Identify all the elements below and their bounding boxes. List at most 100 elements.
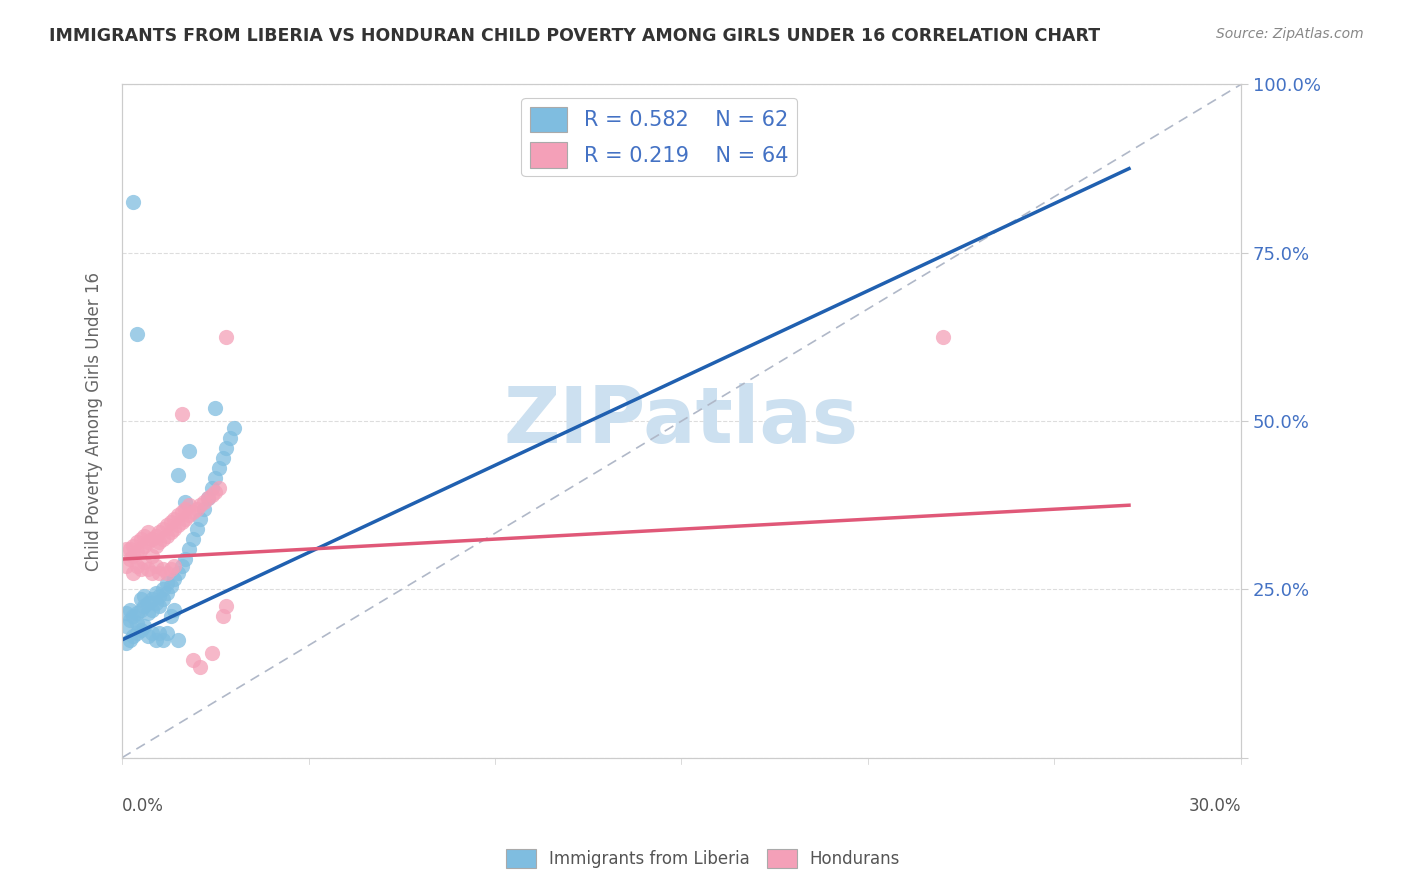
Point: [145, 539, 167, 553]
Point: [152, 582, 174, 597]
Point: [129, 562, 152, 576]
Point: [174, 495, 197, 509]
Point: [114, 619, 136, 633]
Point: [193, 501, 215, 516]
Point: [159, 579, 181, 593]
Point: [148, 535, 170, 549]
Point: [148, 566, 170, 580]
Point: [134, 589, 156, 603]
Point: [186, 522, 208, 536]
Point: [190, 660, 212, 674]
Point: [190, 511, 212, 525]
Point: [118, 613, 141, 627]
Point: [136, 630, 159, 644]
Point: [170, 407, 193, 421]
Point: [136, 525, 159, 540]
Point: [179, 498, 201, 512]
Point: [159, 515, 181, 529]
Point: [215, 599, 238, 614]
Point: [167, 632, 190, 647]
Point: [163, 522, 186, 536]
Point: [134, 599, 156, 614]
Y-axis label: Child Poverty Among Girls Under 16: Child Poverty Among Girls Under 16: [86, 271, 103, 571]
Point: [200, 488, 222, 502]
Point: [156, 575, 179, 590]
Legend: R = 0.582    N = 62, R = 0.219    N = 64: R = 0.582 N = 62, R = 0.219 N = 64: [522, 98, 797, 176]
Point: [179, 508, 201, 523]
Point: [122, 609, 145, 624]
Point: [204, 484, 226, 499]
Point: [134, 556, 156, 570]
Point: [190, 498, 212, 512]
Point: [174, 501, 197, 516]
Point: [129, 592, 152, 607]
Point: [118, 552, 141, 566]
Point: [129, 541, 152, 556]
Point: [159, 562, 181, 576]
Point: [208, 482, 231, 496]
Point: [204, 471, 226, 485]
Point: [114, 606, 136, 620]
Point: [167, 508, 190, 523]
Point: [152, 522, 174, 536]
Text: 0.0%: 0.0%: [122, 797, 165, 814]
Point: [129, 602, 152, 616]
Point: [152, 592, 174, 607]
Point: [114, 541, 136, 556]
Text: IMMIGRANTS FROM LIBERIA VS HONDURAN CHILD POVERTY AMONG GIRLS UNDER 16 CORRELATI: IMMIGRANTS FROM LIBERIA VS HONDURAN CHIL…: [49, 27, 1101, 45]
Point: [211, 451, 233, 466]
Point: [125, 606, 148, 620]
Point: [136, 562, 159, 576]
Point: [170, 505, 193, 519]
Text: ZIPatlas: ZIPatlas: [503, 383, 859, 459]
Point: [181, 653, 204, 667]
Point: [931, 330, 953, 344]
Point: [122, 195, 145, 210]
Point: [145, 596, 167, 610]
Point: [163, 602, 186, 616]
Point: [159, 609, 181, 624]
Point: [215, 330, 238, 344]
Point: [197, 491, 219, 506]
Point: [134, 528, 156, 542]
Point: [136, 596, 159, 610]
Point: [170, 558, 193, 573]
Point: [163, 558, 186, 573]
Point: [125, 558, 148, 573]
Point: [197, 491, 219, 506]
Point: [163, 572, 186, 586]
Point: [156, 518, 179, 533]
Point: [148, 626, 170, 640]
Point: [174, 552, 197, 566]
Point: [141, 549, 163, 563]
Point: [145, 585, 167, 599]
Point: [141, 626, 163, 640]
Point: [159, 525, 181, 540]
Point: [141, 592, 163, 607]
Point: [167, 566, 190, 580]
Point: [152, 562, 174, 576]
Point: [204, 401, 226, 415]
Point: [129, 623, 152, 637]
Point: [148, 525, 170, 540]
Point: [141, 532, 163, 546]
Point: [125, 545, 148, 559]
Point: [129, 532, 152, 546]
Point: [148, 599, 170, 614]
Point: [145, 528, 167, 542]
Point: [114, 558, 136, 573]
Point: [122, 539, 145, 553]
Point: [156, 528, 179, 542]
Point: [156, 585, 179, 599]
Point: [167, 518, 190, 533]
Point: [134, 539, 156, 553]
Point: [174, 511, 197, 525]
Point: [148, 589, 170, 603]
Point: [145, 632, 167, 647]
Point: [141, 602, 163, 616]
Point: [118, 602, 141, 616]
Point: [152, 532, 174, 546]
Point: [145, 558, 167, 573]
Point: [222, 421, 245, 435]
Point: [211, 609, 233, 624]
